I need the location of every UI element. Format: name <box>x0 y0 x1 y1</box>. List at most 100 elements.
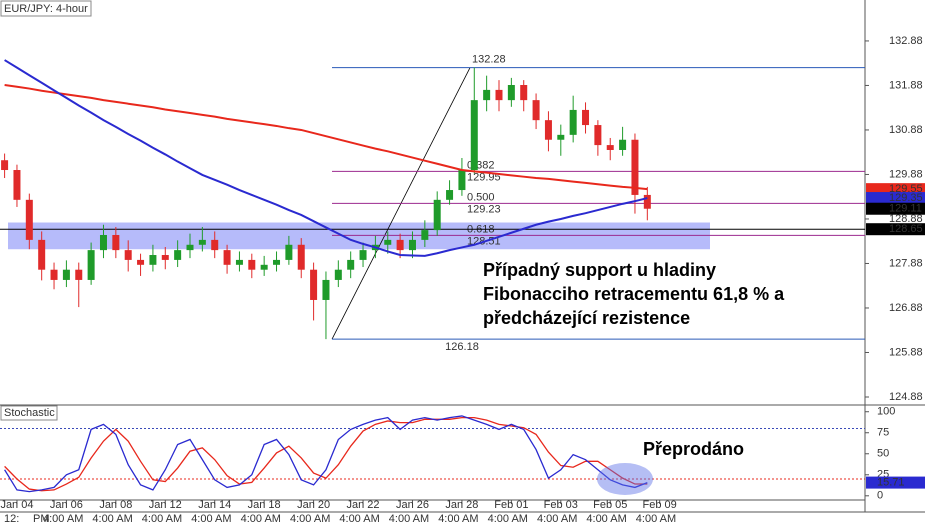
candle-body <box>297 244 305 270</box>
moving-average <box>4 84 648 191</box>
candle-body <box>421 230 429 240</box>
candle-body <box>322 279 330 300</box>
candle-body <box>470 100 478 171</box>
stoch-tick-label: 50 <box>877 448 889 460</box>
y-tick-label: 132.88 <box>889 35 923 47</box>
time-label: 4:00 AM <box>339 513 379 525</box>
time-label: 4:00 AM <box>92 513 132 525</box>
candle-body <box>458 170 466 191</box>
candle-body <box>87 250 95 280</box>
time-label: 4:00 AM <box>636 513 676 525</box>
y-tick-label: 124.88 <box>889 391 923 403</box>
annotation: Fibonacciho retracementu 61,8 % a <box>483 284 785 304</box>
candle-body <box>433 199 441 231</box>
y-tick-label: 131.88 <box>889 79 923 91</box>
candle-body <box>186 244 194 251</box>
candle-body <box>13 170 21 200</box>
price-tag-label: 129.11 <box>889 203 922 215</box>
candle-body <box>483 89 491 101</box>
x-tick-label: Jan 14 <box>198 499 231 511</box>
candle-body <box>248 259 256 270</box>
oversold-highlight <box>597 463 653 495</box>
x-tick-label: Feb 09 <box>643 499 677 511</box>
time-label: 4:00 AM <box>43 513 83 525</box>
candle-body <box>149 255 157 265</box>
candle-body <box>62 269 70 280</box>
candle-body <box>260 264 268 270</box>
y-tick-label: 125.88 <box>889 346 923 358</box>
y-tick-label: 130.88 <box>889 124 923 136</box>
x-tick-label: Jan 20 <box>297 499 330 511</box>
candle-body <box>38 239 46 270</box>
candle-body <box>569 109 577 135</box>
candle-body <box>198 239 206 245</box>
candle-body <box>273 259 281 265</box>
candle-body <box>310 269 318 300</box>
chart-title: EUR/JPY: 4-hour <box>4 3 88 15</box>
x-tick-label: Jan 26 <box>396 499 429 511</box>
candle-body <box>408 239 416 251</box>
candle-body <box>384 239 392 245</box>
stoch-line <box>4 415 648 493</box>
fib-ratio: 0.500 <box>467 191 495 203</box>
stoch-annotation: Přeprodáno <box>643 439 744 459</box>
stoch-title: Stochastic <box>4 407 55 419</box>
price-tag <box>866 192 925 205</box>
fib-label: 132.28 <box>472 54 506 66</box>
candle-body <box>112 234 120 251</box>
candle-body <box>285 244 293 260</box>
y-tick-label: 128.88 <box>889 213 923 225</box>
x-tick-label: Jan 06 <box>50 499 83 511</box>
candle-body <box>396 239 404 251</box>
x-tick-label: Jan 22 <box>347 499 380 511</box>
x-tick-label: Jan 08 <box>99 499 132 511</box>
annotation: Případný support u hladiny <box>483 260 716 280</box>
y-tick-label: 129.88 <box>889 168 923 180</box>
stoch-tag <box>866 476 925 489</box>
candle-body <box>50 269 58 280</box>
candle-body <box>594 125 602 146</box>
time-label: 4:00 AM <box>191 513 231 525</box>
candle-body <box>1 160 9 171</box>
time-label: 4:00 AM <box>241 513 281 525</box>
time-label: 4:00 AM <box>290 513 330 525</box>
title-box <box>0 0 92 17</box>
candle-body <box>631 139 639 195</box>
x-tick-label: Jan 18 <box>248 499 281 511</box>
time-label: 4:00 AM <box>537 513 577 525</box>
candle-body <box>544 120 552 140</box>
candle-body <box>446 190 454 200</box>
x-tick-label: Feb 01 <box>494 499 528 511</box>
candle-body <box>161 255 169 260</box>
time-label: 12: <box>4 513 19 525</box>
candle-body <box>235 259 243 265</box>
time-label: 4:00 AM <box>488 513 528 525</box>
stoch-line <box>4 416 648 492</box>
candle-body <box>334 269 342 280</box>
stoch-tick-label: 0 <box>877 490 883 502</box>
candle-body <box>137 259 145 265</box>
candle-body <box>643 194 651 209</box>
x-tick-label: Feb 03 <box>544 499 578 511</box>
x-tick-label: Jan 28 <box>445 499 478 511</box>
candle-body <box>347 259 355 270</box>
y-tick-label: 126.88 <box>889 302 923 314</box>
annotation: předcházející rezistence <box>483 308 690 328</box>
time-label: PM <box>33 513 50 525</box>
price-tag-label: 129.35 <box>889 192 923 204</box>
y-tick-label: 127.88 <box>889 257 923 269</box>
x-tick-label: Jan 04 <box>0 499 33 511</box>
stoch-tick-label: 75 <box>877 427 889 439</box>
time-label: 4:00 AM <box>142 513 182 525</box>
candle-body <box>606 145 614 150</box>
candle-body <box>25 199 33 240</box>
candle-body <box>532 100 540 121</box>
candle-body <box>520 85 528 101</box>
candle-body <box>557 134 565 140</box>
time-label: 4:00 AM <box>586 513 626 525</box>
stoch-tick-label: 100 <box>877 406 895 418</box>
price-tag-label: 128.65 <box>889 223 923 235</box>
time-label: 4:00 AM <box>438 513 478 525</box>
candle-body <box>174 250 182 260</box>
